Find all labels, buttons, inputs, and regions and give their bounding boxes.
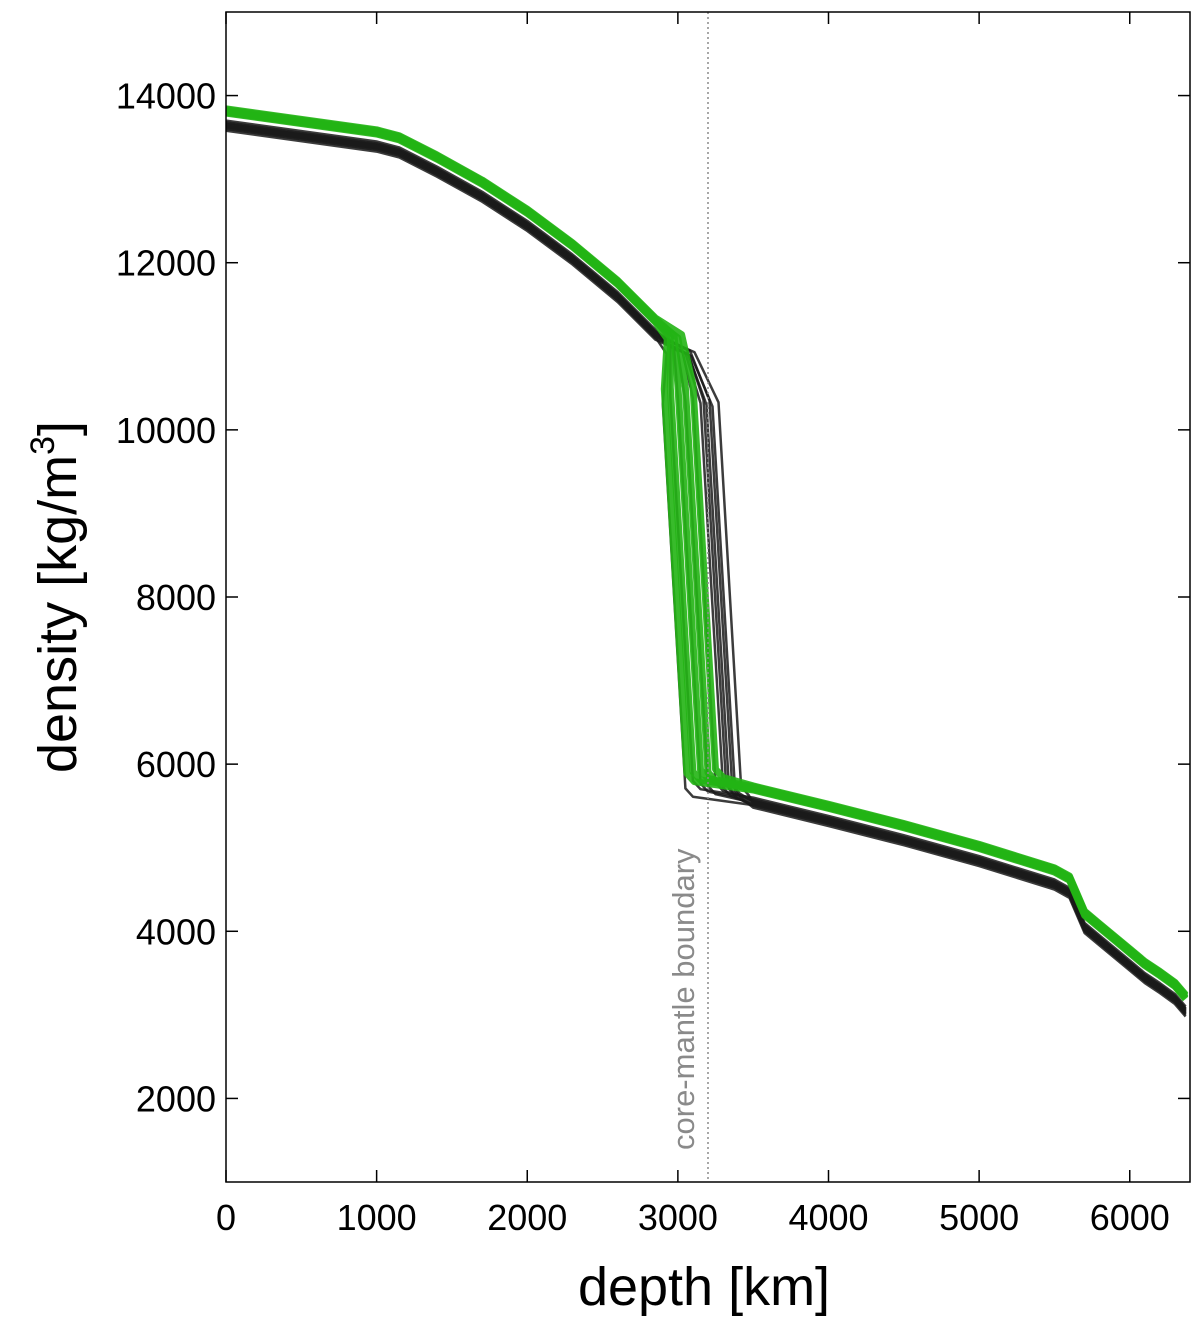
y-tick-label: 14000 (116, 76, 216, 117)
series-line-black (226, 126, 1187, 1015)
series-line-black (226, 125, 1187, 1014)
x-tick-label: 1000 (337, 1197, 417, 1238)
series-line-black (226, 121, 1187, 1010)
series-line-green (226, 105, 1189, 998)
y-tick-label: 4000 (136, 911, 216, 952)
y-tick-label: 8000 (136, 577, 216, 618)
x-tick-label: 2000 (487, 1197, 567, 1238)
y-tick-label: 12000 (116, 243, 216, 284)
y-tick-label: 10000 (116, 410, 216, 451)
x-tick-label: 0 (216, 1197, 236, 1238)
x-axis-title: depth [km] (578, 1257, 830, 1317)
x-tick-label: 4000 (788, 1197, 868, 1238)
core-mantle-boundary-label: core-mantle boundary (666, 848, 701, 1150)
series-line-black (226, 119, 1187, 1008)
y-tick-label: 2000 (136, 1078, 216, 1119)
x-tick-label: 6000 (1090, 1197, 1170, 1238)
x-tick-label: 3000 (638, 1197, 718, 1238)
series-line-black (226, 129, 1187, 1018)
x-tick-label: 5000 (939, 1197, 1019, 1238)
y-axis-title: density [kg/m3] (24, 421, 88, 773)
y-tick-label: 6000 (136, 744, 216, 785)
